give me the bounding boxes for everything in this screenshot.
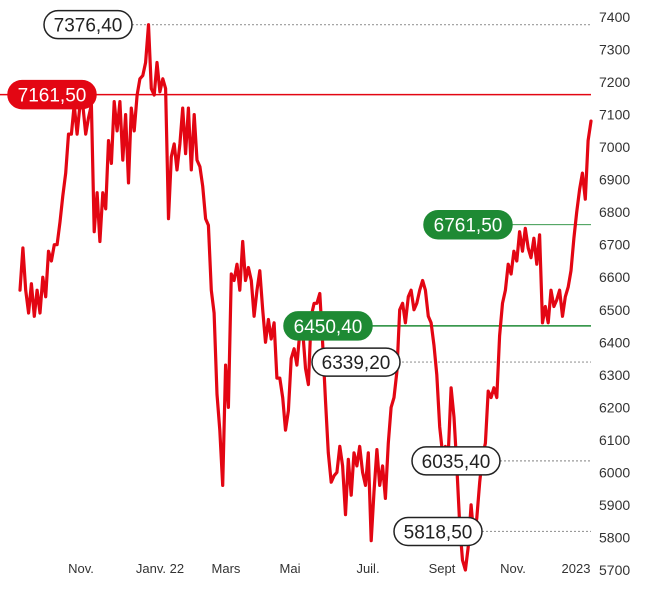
x-tick-label: Sept (429, 561, 456, 576)
y-axis-ticks: 5700 5800 5900 6000 6100 6200 6300 6400 6500 6600… (599, 9, 630, 578)
annotation-badge (311, 347, 401, 377)
annotation-label: 6450,40 (294, 317, 363, 338)
annotation-label: 6761,50 (434, 216, 503, 237)
y-tick-label: 6000 (599, 464, 630, 480)
y-tick-label: 7400 (599, 9, 630, 25)
annotation-badge (411, 446, 501, 476)
y-tick-label: 6600 (599, 269, 630, 285)
annotation-label: 6035,40 (422, 452, 491, 473)
y-tick-label: 5900 (599, 497, 630, 513)
annotation-badge (393, 516, 483, 547)
annotation-label: 7376,40 (54, 16, 123, 37)
annotation-label: 6339,20 (322, 353, 391, 374)
y-tick-label: 6500 (599, 302, 630, 318)
annotation-badge (43, 9, 133, 40)
annotation-badge (7, 79, 97, 110)
y-tick-label: 6700 (599, 237, 630, 253)
y-tick-label: 6900 (599, 172, 630, 188)
x-tick-label: Janv. 22 (136, 561, 184, 576)
y-tick-label: 6300 (599, 367, 630, 383)
y-tick-label: 7300 (599, 42, 630, 58)
y-tick-label: 6800 (599, 204, 630, 220)
x-axis-ticks: Nov. Janv. 22 Mars Mai Juil. Sept Nov. 2023 (68, 561, 590, 576)
annotation-label: 7161,50 (18, 86, 87, 107)
x-tick-label: Nov. (500, 561, 526, 576)
y-tick-label: 6400 (599, 334, 630, 350)
y-tick-label: 7000 (599, 139, 630, 155)
x-tick-label: 2023 (562, 561, 591, 576)
reference-lines (0, 24, 591, 533)
annotation-label: 5818,50 (404, 522, 473, 543)
y-tick-label: 7200 (599, 74, 630, 90)
annotation-badge (283, 311, 373, 341)
x-tick-label: Mai (280, 561, 301, 576)
y-tick-label: 6100 (599, 432, 630, 448)
y-tick-label: 5800 (599, 529, 630, 545)
x-tick-label: Juil. (356, 561, 379, 576)
x-tick-label: Mars (212, 561, 241, 576)
x-tick-label: Nov. (68, 561, 94, 576)
annotation-labels: 7376,40 7161,50 6761,50 6450,40 6339,20 6035,… (7, 9, 513, 547)
annotation-badge (423, 209, 513, 240)
y-tick-label: 7100 (599, 107, 630, 123)
y-tick-label: 6200 (599, 399, 630, 415)
y-tick-label: 5700 (599, 562, 630, 578)
price-series-line (18, 23, 593, 572)
